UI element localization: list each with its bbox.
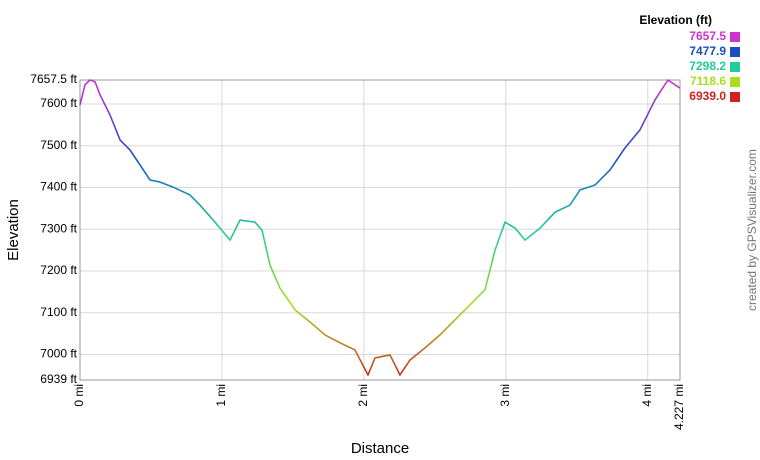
legend-label: 7118.6: [690, 74, 726, 88]
legend-swatch: [730, 62, 740, 72]
x-axis-label: Distance: [351, 440, 409, 457]
legend-label: 7477.9: [689, 44, 726, 58]
y-tick-label: 7200 ft: [40, 263, 77, 277]
x-tick-label: 3 mi: [498, 384, 512, 407]
y-tick-label: 7400 ft: [40, 180, 77, 194]
x-tick-label: 2 mi: [356, 384, 370, 407]
elevation-line: [79, 79, 681, 376]
legend-title: Elevation (ft): [639, 13, 712, 27]
y-tick-label: 7100 ft: [40, 305, 77, 319]
y-tick-label: 6939 ft: [40, 372, 77, 386]
x-tick-label: 4.227 mi: [672, 384, 686, 430]
y-tick-label: 7000 ft: [40, 347, 77, 361]
credit: created by GPSVisualizer.com: [745, 149, 759, 311]
plot-frame: [79, 79, 681, 381]
legend-label: 7298.2: [689, 59, 726, 73]
y-axis-label: Elevation: [5, 199, 22, 261]
legend-swatch: [730, 92, 740, 102]
legend-label: 7657.5: [689, 29, 726, 43]
y-tick-label: 7657.5 ft: [30, 72, 77, 86]
legend-label: 6939.0: [689, 89, 726, 103]
y-tick-label: 7500 ft: [40, 138, 77, 152]
y-tick-label: 7300 ft: [40, 221, 77, 235]
legend-swatch: [730, 47, 740, 57]
x-tick-label: 0 mi: [72, 384, 86, 407]
x-tick-label: 4 mi: [640, 384, 654, 407]
legend-swatch: [730, 32, 740, 42]
y-tick-label: 7600 ft: [40, 96, 77, 110]
legend-swatch: [730, 77, 740, 87]
x-tick-label: 1 mi: [214, 384, 228, 407]
